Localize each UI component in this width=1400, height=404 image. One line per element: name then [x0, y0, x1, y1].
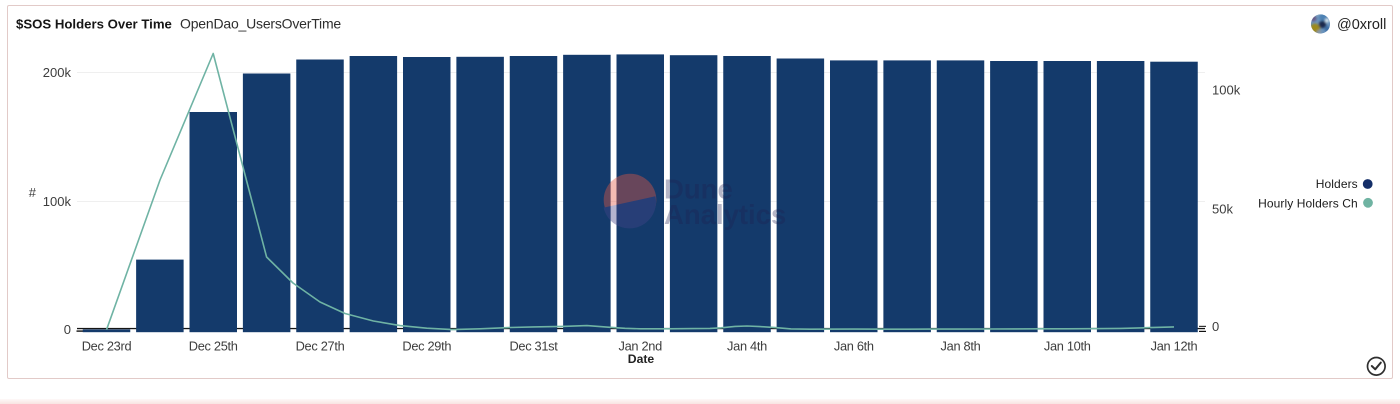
- svg-text:Jan 2nd: Jan 2nd: [618, 339, 662, 354]
- svg-text:#: #: [29, 185, 37, 200]
- svg-text:Holders: Holders: [1316, 177, 1358, 191]
- svg-text:Jan 4th: Jan 4th: [727, 339, 767, 354]
- svg-text:100k: 100k: [43, 194, 72, 209]
- svg-text:Jan 8th: Jan 8th: [941, 339, 981, 354]
- svg-text:50k: 50k: [1212, 202, 1233, 217]
- svg-text:Jan 6th: Jan 6th: [834, 339, 874, 354]
- svg-text:Date: Date: [628, 352, 655, 366]
- svg-text:0: 0: [64, 322, 71, 337]
- svg-text:100k: 100k: [1212, 83, 1241, 98]
- svg-text:Analytics: Analytics: [664, 199, 786, 230]
- svg-text:Dune: Dune: [664, 174, 733, 205]
- svg-text:Dec 23rd: Dec 23rd: [82, 339, 132, 354]
- svg-text:$SOS Holders Over Time: $SOS Holders Over Time: [16, 17, 172, 32]
- svg-text:@0xroll: @0xroll: [1337, 17, 1386, 33]
- svg-text:OpenDao_UsersOverTime: OpenDao_UsersOverTime: [180, 16, 341, 32]
- svg-text:200k: 200k: [43, 65, 72, 80]
- svg-text:Hourly Holders Ch: Hourly Holders Ch: [1258, 196, 1358, 210]
- svg-text:Dec 29th: Dec 29th: [402, 339, 451, 354]
- svg-text:Jan 12th: Jan 12th: [1151, 339, 1198, 354]
- svg-text:0: 0: [1212, 319, 1219, 334]
- svg-text:Dec 31st: Dec 31st: [509, 339, 558, 354]
- svg-text:Dec 27th: Dec 27th: [296, 339, 345, 354]
- svg-text:Jan 10th: Jan 10th: [1044, 339, 1091, 354]
- svg-text:Dec 25th: Dec 25th: [189, 339, 238, 354]
